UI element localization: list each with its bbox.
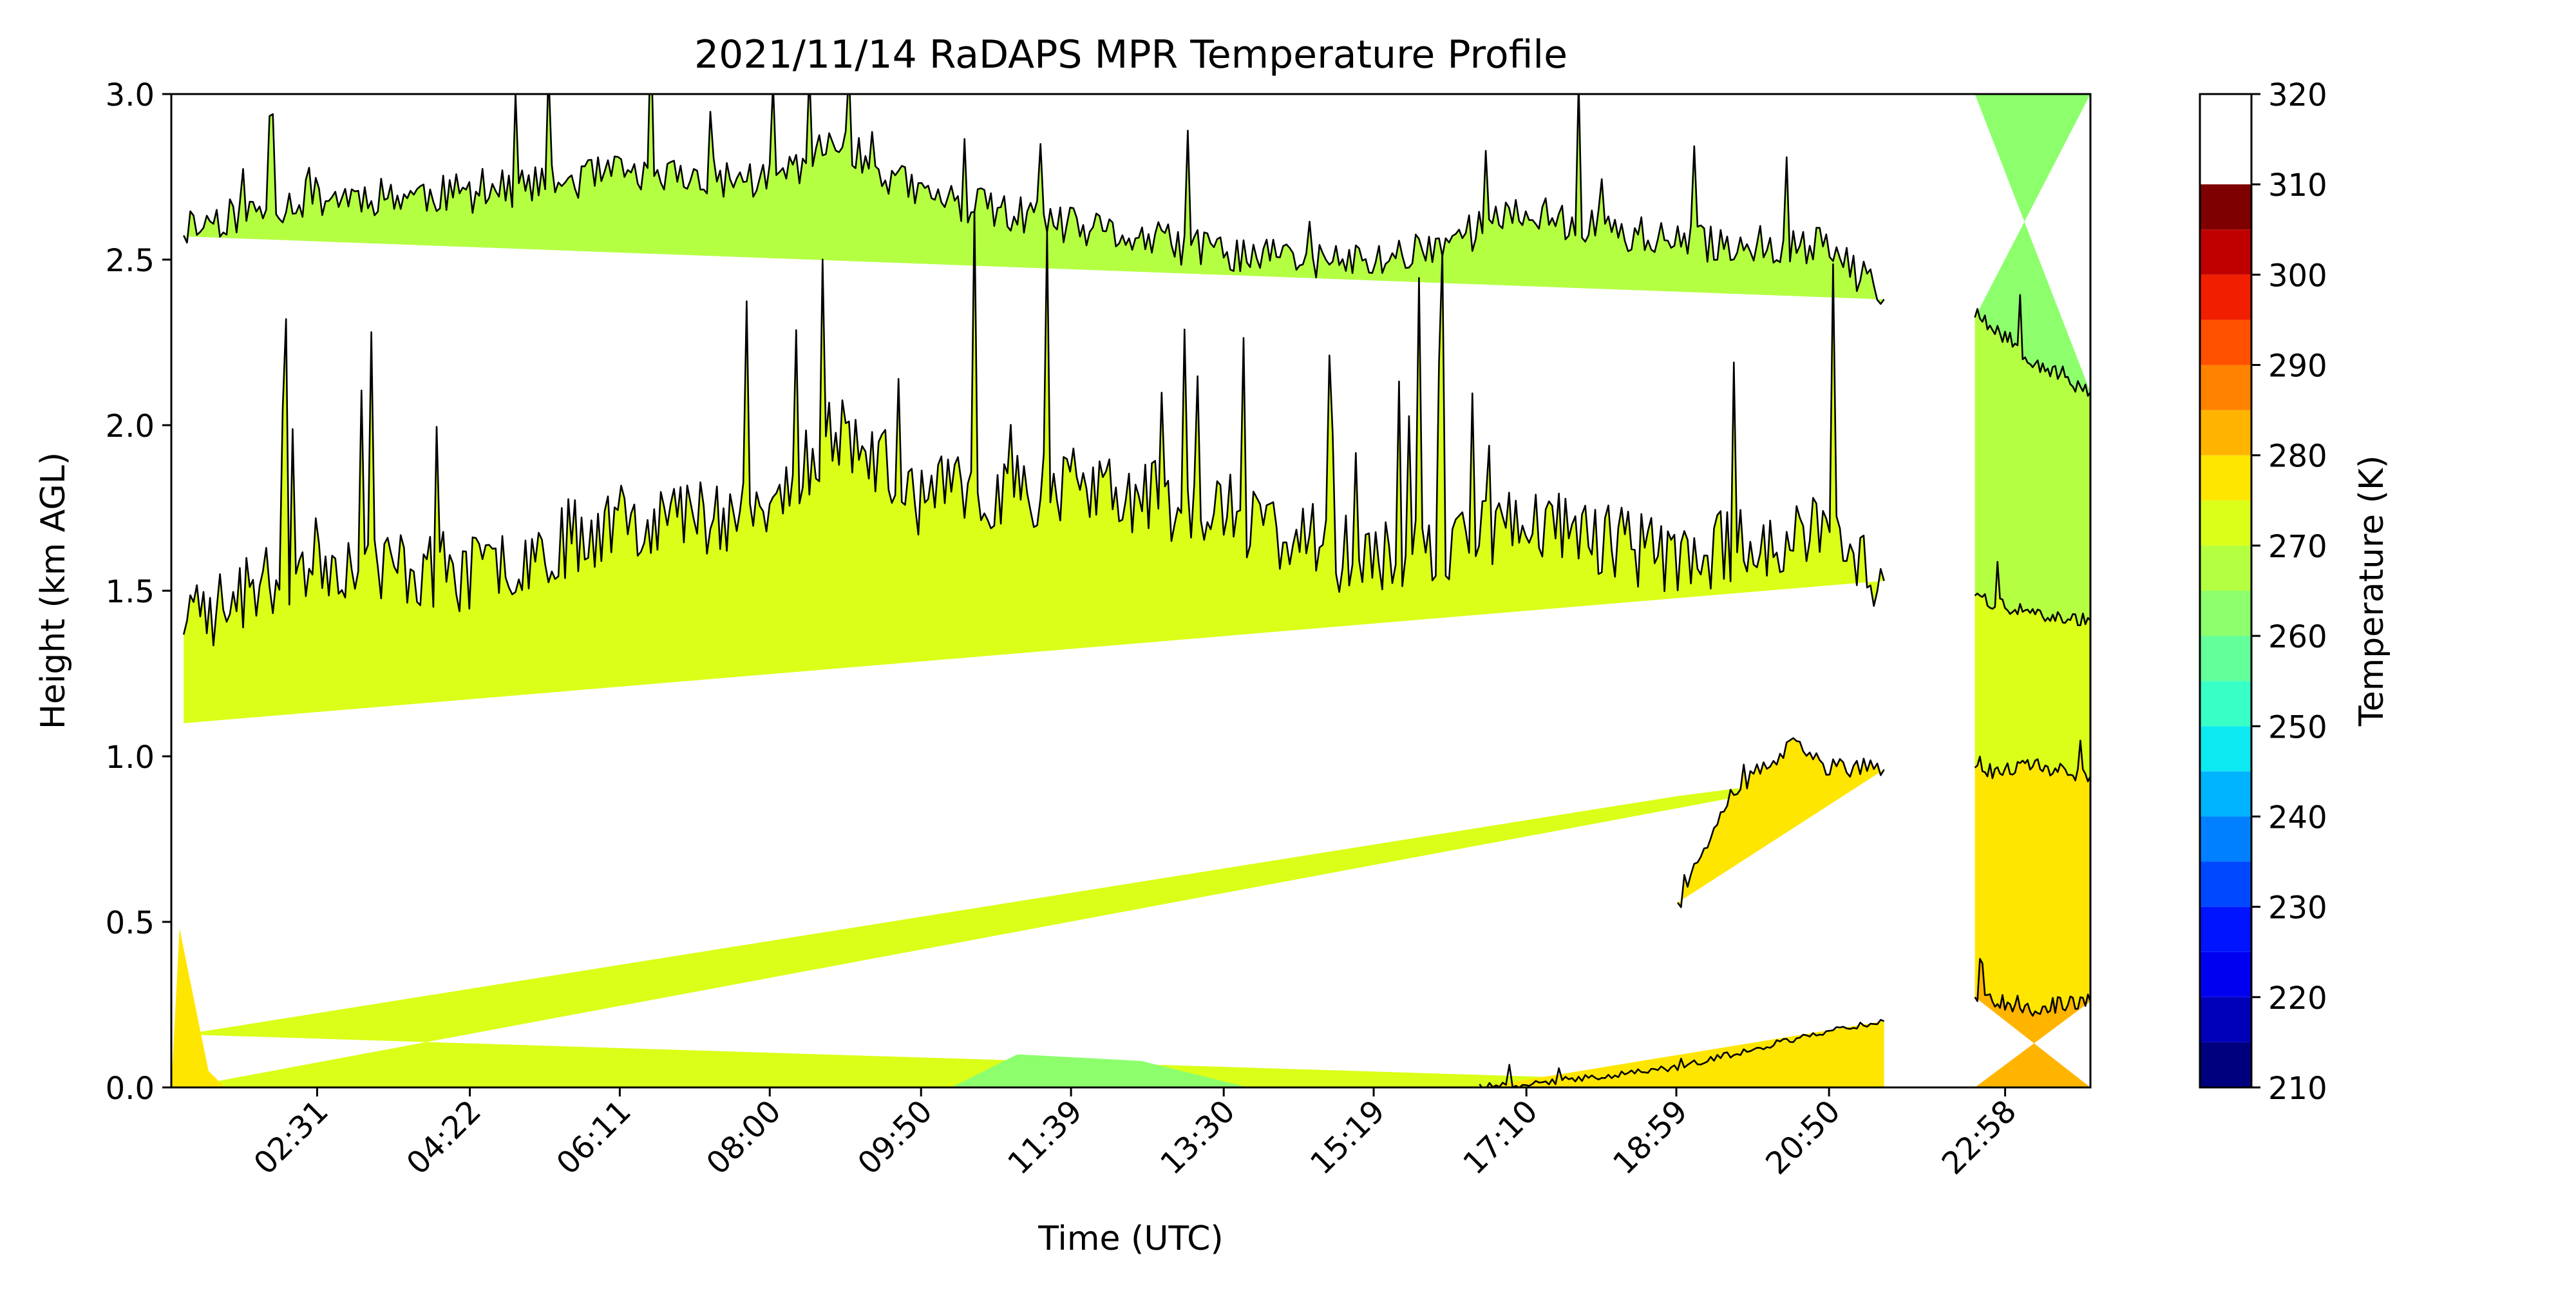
y-tick-label: 1.5 xyxy=(106,574,155,610)
x-tick-label: 08:00 xyxy=(699,1093,788,1181)
colorbar-tick-label: 280 xyxy=(2268,439,2327,475)
colorbar-swatch xyxy=(2200,636,2251,682)
y-axis-label: Height (km AGL) xyxy=(34,452,73,729)
isotherm-275-right xyxy=(1974,294,2090,397)
x-tick-label: 17:10 xyxy=(1456,1093,1544,1181)
colorbar-swatch xyxy=(2200,500,2251,546)
contour-band-280-285 xyxy=(184,210,1884,723)
colorbar-tick-label: 240 xyxy=(2268,799,2327,836)
contour-band-290-295-right xyxy=(1975,959,2090,1087)
isotherm-280-right xyxy=(1974,560,2090,626)
colorbar-swatch xyxy=(2200,229,2251,275)
y-tick-label: 0.0 xyxy=(106,1071,155,1107)
colorbar-swatch xyxy=(2200,455,2251,501)
colorbar-swatch xyxy=(2200,365,2251,410)
x-tick-label: 06:11 xyxy=(549,1093,638,1181)
colorbar-tick-label: 230 xyxy=(2268,890,2327,926)
colorbar-swatch xyxy=(2200,906,2251,952)
x-tick-label: 13:30 xyxy=(1153,1093,1242,1181)
colorbar: 210 220 230 240 250 260 270 280 290 300 310 320 xyxy=(2199,77,2327,1107)
contour-band-280-285-right xyxy=(1975,562,2090,781)
x-tick-label: 18:59 xyxy=(1606,1093,1694,1181)
contour-band-280-285-lower xyxy=(184,769,1884,1087)
colorbar-swatch xyxy=(2200,816,2251,862)
y-tick-label: 0.5 xyxy=(106,905,155,941)
y-axis: 0.0 0.5 1.0 1.5 2.0 2.5 3.0 xyxy=(106,77,171,1107)
colorbar-tick-label: 290 xyxy=(2268,349,2327,385)
colorbar-tick-label: 220 xyxy=(2268,980,2327,1017)
x-axis-label: Time (UTC) xyxy=(1037,1219,1223,1258)
colorbar-tick-label: 320 xyxy=(2268,77,2327,113)
colorbar-swatch xyxy=(2200,861,2251,907)
colorbar-tick-label: 270 xyxy=(2268,529,2327,565)
x-tick-label: 04:22 xyxy=(400,1093,488,1181)
colorbar-tick-label: 310 xyxy=(2268,167,2327,204)
y-tick-label: 2.0 xyxy=(106,408,155,445)
y-tick-label: 3.0 xyxy=(106,77,155,113)
colorbar-tick-label: 210 xyxy=(2268,1071,2327,1107)
y-tick-label: 1.0 xyxy=(106,740,155,776)
contour-band-270-275-right xyxy=(1975,94,2090,396)
colorbar-swatch xyxy=(2200,1042,2251,1087)
colorbar-swatch xyxy=(2200,771,2251,817)
x-tick-label: 02:31 xyxy=(247,1093,335,1181)
contour-band-275-280-right xyxy=(1975,294,2090,626)
isotherm-285 xyxy=(1677,737,1885,908)
isotherm-290 xyxy=(1479,1018,1885,1087)
colorbar-tick-label: 260 xyxy=(2268,619,2327,655)
colorbar-swatch xyxy=(2200,591,2251,636)
colorbar-swatch xyxy=(2200,545,2251,591)
contour-band-285-290-right xyxy=(1975,740,2090,1016)
x-tick-label: 20:50 xyxy=(1759,1093,1847,1181)
colorbar-swatch xyxy=(2200,184,2251,230)
x-tick-label: 09:50 xyxy=(851,1093,939,1181)
isotherm-285-right xyxy=(1974,740,2090,783)
x-tick-label: 15:19 xyxy=(1303,1093,1392,1181)
contour-band-285-290-left xyxy=(171,928,225,1087)
colorbar-tick-label: 300 xyxy=(2268,258,2327,294)
y-tick-label: 2.5 xyxy=(106,243,155,279)
contour-band-270-275-lower xyxy=(951,1054,1249,1087)
colorbar-swatch xyxy=(2200,681,2251,727)
chart-title: 2021/11/14 RaDAPS MPR Temperature Profil… xyxy=(694,32,1567,77)
contour-band-285-290-lower xyxy=(1479,1021,1884,1087)
colorbar-swatch xyxy=(2200,410,2251,455)
colorbar-swatch xyxy=(2200,274,2251,320)
x-tick-label: 11:39 xyxy=(1001,1093,1089,1181)
x-axis: 02:31 04:22 06:11 08:00 09:50 11:39 13:30 15:19… xyxy=(247,1087,2023,1181)
colorbar-swatch xyxy=(2200,997,2251,1042)
colorbar-swatch xyxy=(2200,320,2251,365)
isotherm-290-right xyxy=(1974,958,2090,1017)
isotherm-280 xyxy=(182,209,1885,647)
plot-area xyxy=(171,94,2090,1087)
colorbar-label: Temperature (K) xyxy=(2353,455,2391,727)
contour-band-275-280 xyxy=(184,94,1884,304)
colorbar-swatch xyxy=(2200,726,2251,772)
x-tick-label: 22:58 xyxy=(1935,1093,2023,1181)
colorbar-frame xyxy=(2199,93,2253,1089)
colorbar-tick-label: 250 xyxy=(2268,709,2327,745)
isotherm-275 xyxy=(183,94,1885,305)
colorbar-swatch xyxy=(2200,952,2251,997)
